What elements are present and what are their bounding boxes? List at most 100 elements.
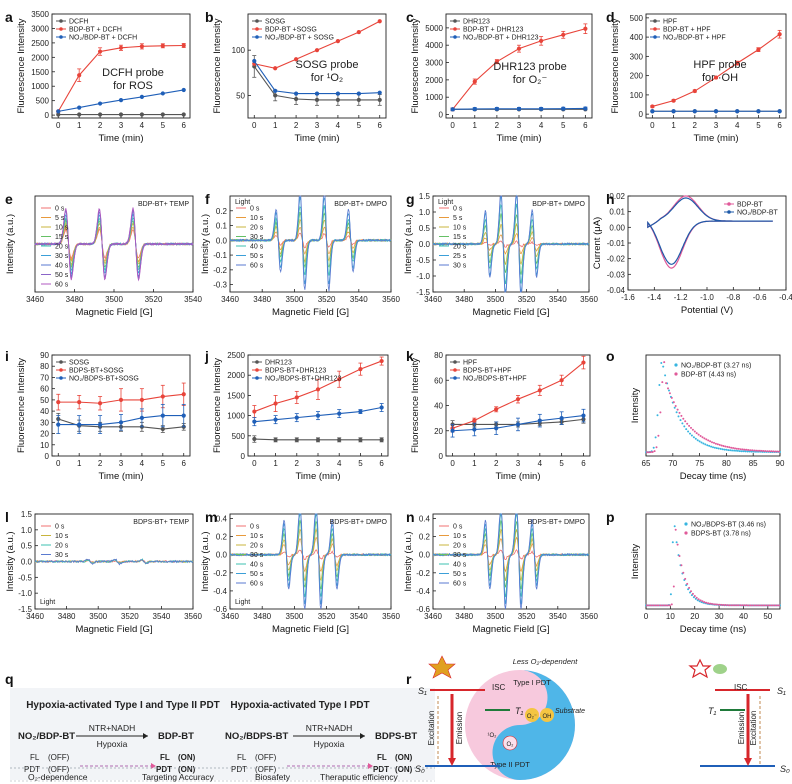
decay-point (722, 604, 725, 606)
data-point (472, 427, 477, 432)
legend-marker (453, 368, 457, 372)
oxygen-label: O₂ (507, 742, 515, 748)
decay-point (662, 365, 665, 368)
x-tick-label: 1 (472, 459, 477, 468)
x-tick-label: 50 (763, 612, 772, 621)
fl-on: (ON) (395, 753, 413, 762)
data-point (516, 106, 522, 111)
y-tick-label: 0 (639, 110, 644, 119)
y-tick-label: -0.4 (213, 587, 227, 596)
decay-point (730, 604, 733, 607)
legend-label: NO₂/BDP-BT + SOSG (265, 35, 334, 42)
fl-label-on: FL (377, 753, 387, 762)
x-tick-label: 3480 (455, 612, 473, 621)
data-point (559, 416, 564, 421)
legend-label: BDP-BT + DHR123 (463, 27, 523, 34)
decay-point (655, 604, 658, 607)
data-point (139, 94, 145, 100)
decay-point (697, 433, 700, 436)
decay-point (696, 439, 699, 442)
arrow-label-top: NTR+NADH (306, 723, 353, 733)
chart-n: 3460 3480 3500 3520 3540 3560 -0.6 -0.4 -0.2 0.0 0… (403, 512, 598, 635)
y-tick-label: 400 (630, 33, 644, 42)
data-point (756, 47, 761, 52)
y-tick-label: 60 (40, 385, 49, 394)
decay-point (691, 428, 694, 431)
x-axis-label: Time (min) (495, 471, 540, 482)
x-tick-label: 4 (735, 121, 740, 130)
data-point (181, 112, 186, 117)
data-point (692, 88, 697, 94)
decay-point (670, 396, 673, 399)
data-point (337, 437, 342, 442)
legend-label: 60 s (55, 282, 69, 289)
legend-marker (255, 368, 259, 372)
spectrum-line (432, 513, 589, 610)
y-tick-label: 90 (40, 351, 49, 360)
data-point (561, 32, 566, 37)
decay-point (708, 444, 711, 447)
decay-point (749, 604, 752, 607)
data-point (713, 75, 719, 80)
y-tick-label: 1000 (31, 82, 49, 91)
decay-point (701, 436, 704, 439)
legend-label: 20 s (55, 244, 69, 251)
y-tick-label: 1.5 (21, 510, 33, 519)
decay-point (654, 436, 657, 439)
decay-point (674, 405, 677, 407)
x-axis-label: Magnetic Field [G] (272, 624, 349, 635)
decay-point (663, 361, 666, 364)
decay-point (685, 428, 688, 431)
emission-label: Emission (737, 712, 746, 744)
x-tick-label: 3 (315, 121, 320, 130)
x-tick-label: 1 (473, 121, 478, 130)
decay-point (776, 604, 779, 607)
x-tick-label: 70 (668, 459, 677, 468)
decay-point (659, 411, 662, 414)
panel-label-r: r (406, 671, 412, 687)
decay-point (687, 430, 690, 433)
chart-title: BDP-BT+ DMPO (532, 201, 585, 208)
legend-label: 5 s (55, 215, 65, 222)
decay-point (678, 555, 681, 557)
x-tick-label: 3480 (66, 295, 84, 304)
decay-point (691, 592, 694, 595)
data-point (77, 112, 82, 117)
decay-point (776, 450, 779, 453)
panel-label-i: i (5, 348, 9, 364)
x-tick-label: 4 (539, 121, 544, 130)
legend-label: BDP-BT +SOSG (265, 27, 317, 34)
singlet-label: ¹O₂ (488, 733, 498, 739)
legend-marker (255, 27, 259, 31)
legend-marker (59, 368, 63, 372)
panel-label-m: m (205, 509, 217, 525)
decay-point (749, 449, 752, 452)
legend-label: NO₂/BDP-BT (737, 210, 779, 217)
data-point (56, 109, 61, 114)
decay-point (649, 451, 652, 454)
decay-point (699, 435, 702, 437)
legend-label: HPF (663, 19, 677, 26)
panel-label-g: g (406, 191, 415, 207)
y-tick-label: 100 (630, 91, 644, 100)
data-point (583, 26, 588, 31)
x-tick-label: 3480 (253, 612, 271, 621)
legend-label: 0 s (453, 206, 463, 213)
s1-label: S₁ (418, 686, 427, 696)
x-tick-label: 0 (650, 121, 655, 130)
chart-c: 0 1 2 3 4 5 6 0 1000 2000 3000 4000 5000 Time (min) Fl… (410, 13, 593, 144)
decay-point (707, 602, 710, 605)
data-point (713, 109, 719, 114)
x-tick-label: 30 (715, 612, 724, 621)
x-axis-label: Time (min) (693, 133, 738, 144)
y-tick-label: -0.2 (213, 266, 227, 275)
decay-point (655, 446, 658, 449)
data-point (379, 405, 384, 410)
precursor-name: NO₂/BDP-BT (18, 731, 75, 742)
data-point (314, 48, 320, 53)
legend-label: 20 s (250, 225, 264, 232)
data-point (315, 387, 321, 392)
legend-label: 20 s (453, 543, 467, 550)
data-point (314, 97, 320, 103)
